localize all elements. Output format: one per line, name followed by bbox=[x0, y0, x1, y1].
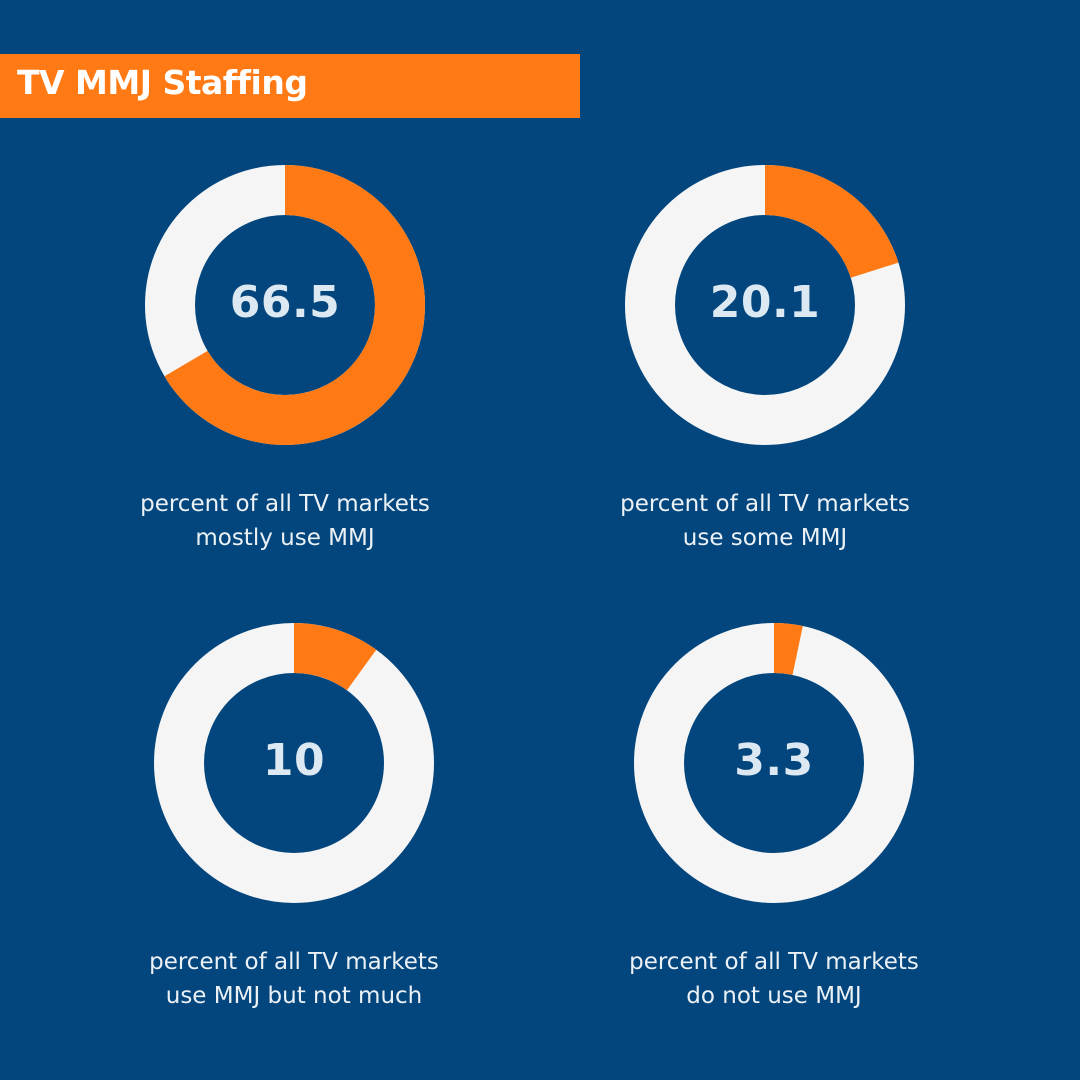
donut-chart-mostly-use: 66.5 percent of all TV markets mostly us… bbox=[75, 165, 495, 565]
caption-line: percent of all TV markets bbox=[620, 491, 910, 517]
donut-value: 3.3 bbox=[734, 735, 814, 786]
donut-ring bbox=[625, 165, 905, 445]
donut-ring bbox=[154, 623, 434, 903]
donut-value: 20.1 bbox=[709, 277, 821, 328]
donut-caption: percent of all TV markets use MMJ but no… bbox=[84, 945, 504, 1013]
donut-value: 66.5 bbox=[229, 277, 341, 328]
donut-caption: percent of all TV markets mostly use MMJ bbox=[75, 487, 495, 555]
donut-ring bbox=[634, 623, 914, 903]
donut-chart-not-use: 3.3 percent of all TV markets do not use… bbox=[564, 623, 984, 1023]
donut-value-arc bbox=[164, 165, 425, 446]
caption-line: percent of all TV markets bbox=[629, 949, 919, 975]
caption-line: use MMJ but not much bbox=[165, 983, 423, 1009]
caption-line: percent of all TV markets bbox=[149, 949, 439, 975]
caption-line: use some MMJ bbox=[682, 525, 848, 551]
title-banner: TV MMJ Staffing bbox=[0, 54, 580, 118]
donut-value-arc bbox=[765, 165, 899, 278]
donut-value-arc bbox=[774, 623, 803, 675]
donut-value: 10 bbox=[262, 735, 326, 786]
donut-value-arc bbox=[294, 623, 377, 691]
donut-caption: percent of all TV markets do not use MMJ bbox=[564, 945, 984, 1013]
caption-line: percent of all TV markets bbox=[140, 491, 430, 517]
donut-caption: percent of all TV markets use some MMJ bbox=[555, 487, 975, 555]
donut-chart-some-use: 20.1 percent of all TV markets use some … bbox=[555, 165, 975, 565]
donut-chart-not-much: 10 percent of all TV markets use MMJ but… bbox=[84, 623, 504, 1023]
caption-line: mostly use MMJ bbox=[195, 525, 375, 551]
caption-line: do not use MMJ bbox=[686, 983, 862, 1009]
page-title: TV MMJ Staffing bbox=[17, 63, 308, 102]
donut-ring bbox=[145, 165, 425, 446]
